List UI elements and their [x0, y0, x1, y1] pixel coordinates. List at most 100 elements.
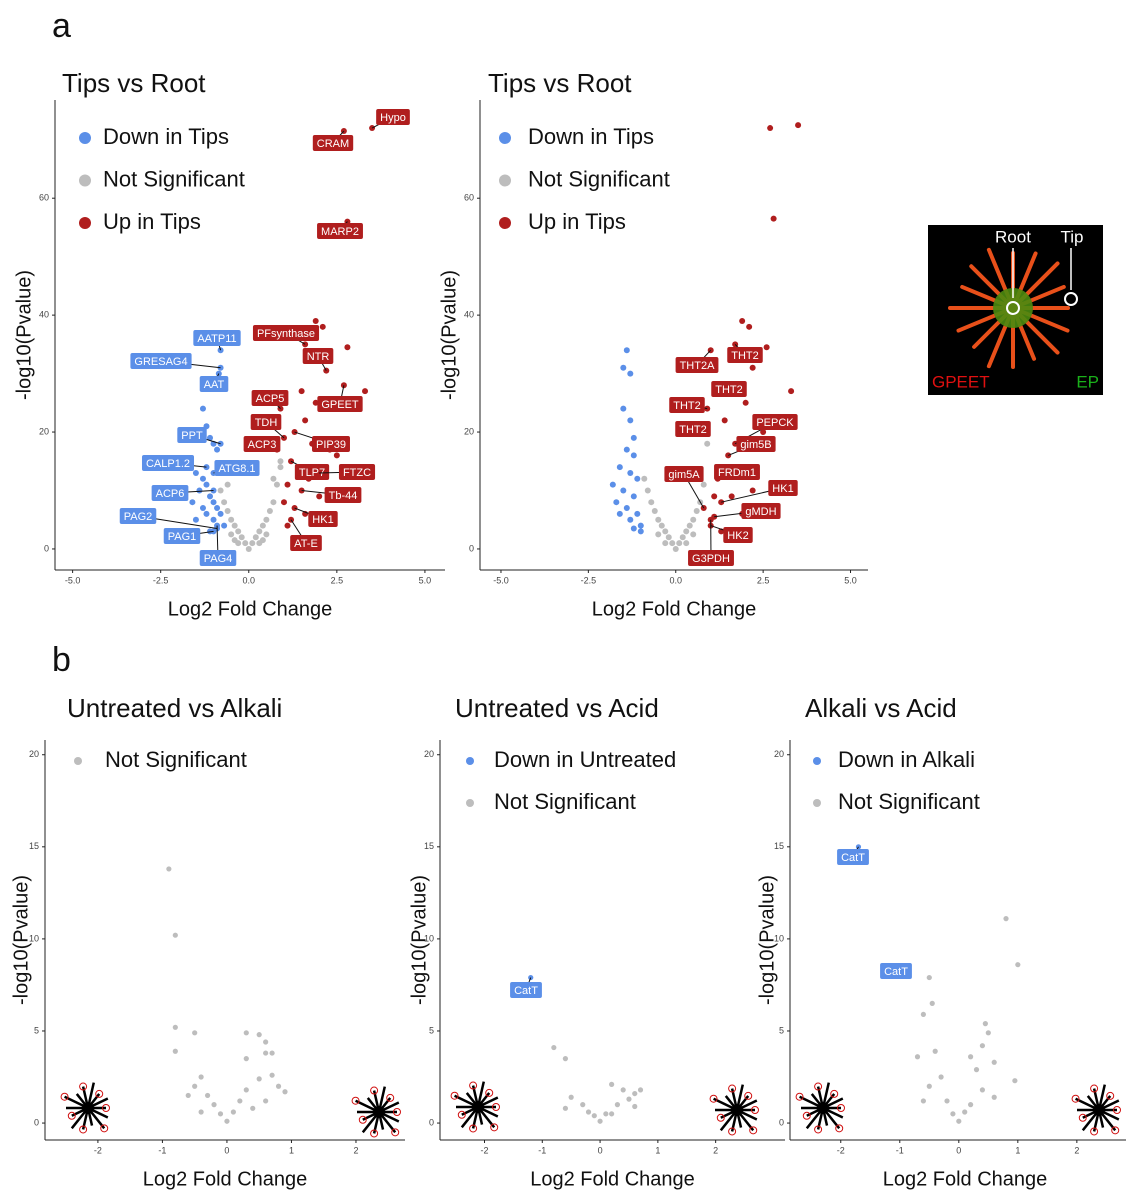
point — [344, 344, 350, 350]
annotation-label: PAG1 — [168, 531, 197, 543]
point — [203, 482, 209, 488]
point — [739, 318, 745, 324]
point — [974, 1067, 979, 1072]
point — [192, 1030, 197, 1035]
annotation-label: THT2A — [680, 360, 716, 372]
point — [632, 1091, 637, 1096]
y-tick-label: 15 — [424, 841, 434, 851]
point — [199, 1074, 204, 1079]
point — [569, 1095, 574, 1100]
point — [711, 493, 717, 499]
y-axis-title: -log10(Pvalue) — [756, 875, 778, 1005]
point — [620, 487, 626, 493]
x-tick-label: 1 — [1015, 1145, 1020, 1155]
point — [627, 517, 633, 523]
channel-label: EP — [1076, 372, 1099, 391]
point — [228, 531, 234, 537]
point — [631, 452, 637, 458]
cell-body — [472, 1101, 484, 1113]
annotation-label: GPEET — [321, 399, 359, 411]
cell-body — [1093, 1104, 1105, 1116]
point — [933, 1049, 938, 1054]
annotation-label: ATG8.1 — [218, 463, 255, 475]
point — [218, 487, 224, 493]
point — [750, 487, 756, 493]
y-tick-label: 60 — [39, 193, 49, 203]
point — [609, 1111, 614, 1116]
point — [662, 528, 668, 534]
point — [244, 1056, 249, 1061]
x-tick-label: -1 — [538, 1145, 546, 1155]
point — [624, 447, 630, 453]
point — [277, 464, 283, 470]
y-tick-label: 60 — [464, 193, 474, 203]
y-axis-title: -log10(Pvalue) — [438, 270, 460, 400]
legend-marker — [813, 799, 821, 807]
channel-label: GPEET — [932, 372, 990, 391]
point — [980, 1043, 985, 1048]
x-tick-label: -2.5 — [153, 575, 169, 585]
point — [597, 1119, 602, 1124]
annotation-label: THT2 — [679, 424, 707, 436]
x-tick-label: -2.5 — [581, 575, 597, 585]
point — [173, 933, 178, 938]
point — [631, 435, 637, 441]
legend-label: Not Significant — [838, 789, 980, 814]
point — [235, 540, 241, 546]
rosette-icon — [796, 1083, 844, 1133]
point — [242, 540, 248, 546]
point — [173, 1049, 178, 1054]
x-tick-label: 0.0 — [669, 575, 682, 585]
point — [992, 1060, 997, 1065]
legend-marker — [499, 217, 511, 229]
y-tick-label: 5 — [34, 1025, 39, 1035]
legend-label: Up in Tips — [528, 209, 626, 234]
annotation-label: CatT — [841, 852, 865, 864]
y-tick-label: 5 — [429, 1025, 434, 1035]
point — [603, 1111, 608, 1116]
y-tick-label: 0 — [779, 1117, 784, 1127]
point — [563, 1106, 568, 1111]
rosette-icon — [451, 1082, 499, 1132]
point — [263, 1098, 268, 1103]
point — [200, 476, 206, 482]
point — [302, 417, 308, 423]
x-tick-label: -1 — [896, 1145, 904, 1155]
point — [746, 324, 752, 330]
annotation-label: ACP5 — [256, 393, 285, 405]
point — [186, 1093, 191, 1098]
point — [638, 523, 644, 529]
point — [968, 1054, 973, 1059]
point — [257, 1076, 262, 1081]
figure: a b Root Tip GPEET EP 0204060-5.0-2.50.0… — [0, 0, 1126, 1190]
legend-label: Down in Tips — [528, 124, 654, 149]
point — [586, 1109, 591, 1114]
point — [285, 523, 291, 529]
point — [631, 493, 637, 499]
chart-title: Alkali vs Acid — [805, 693, 957, 723]
point — [551, 1045, 556, 1050]
point — [193, 470, 199, 476]
x-tick-label: 2 — [713, 1145, 718, 1155]
point — [930, 1001, 935, 1006]
chart-title: Tips vs Root — [62, 68, 206, 98]
y-axis-title: -log10(Pvalue) — [408, 875, 430, 1005]
point — [648, 499, 654, 505]
point — [921, 1098, 926, 1103]
point — [281, 499, 287, 505]
point — [645, 487, 651, 493]
x-tick-label: 2 — [353, 1145, 358, 1155]
point — [231, 1109, 236, 1114]
y-tick-label: 0 — [34, 1117, 39, 1127]
legend-marker — [79, 132, 91, 144]
point — [627, 470, 633, 476]
point — [694, 508, 700, 514]
point — [563, 1056, 568, 1061]
point — [631, 525, 637, 531]
point — [621, 1087, 626, 1092]
point — [244, 1087, 249, 1092]
point — [683, 540, 689, 546]
point — [655, 531, 661, 537]
x-tick-label: -2 — [480, 1145, 488, 1155]
cell-body — [82, 1102, 94, 1114]
